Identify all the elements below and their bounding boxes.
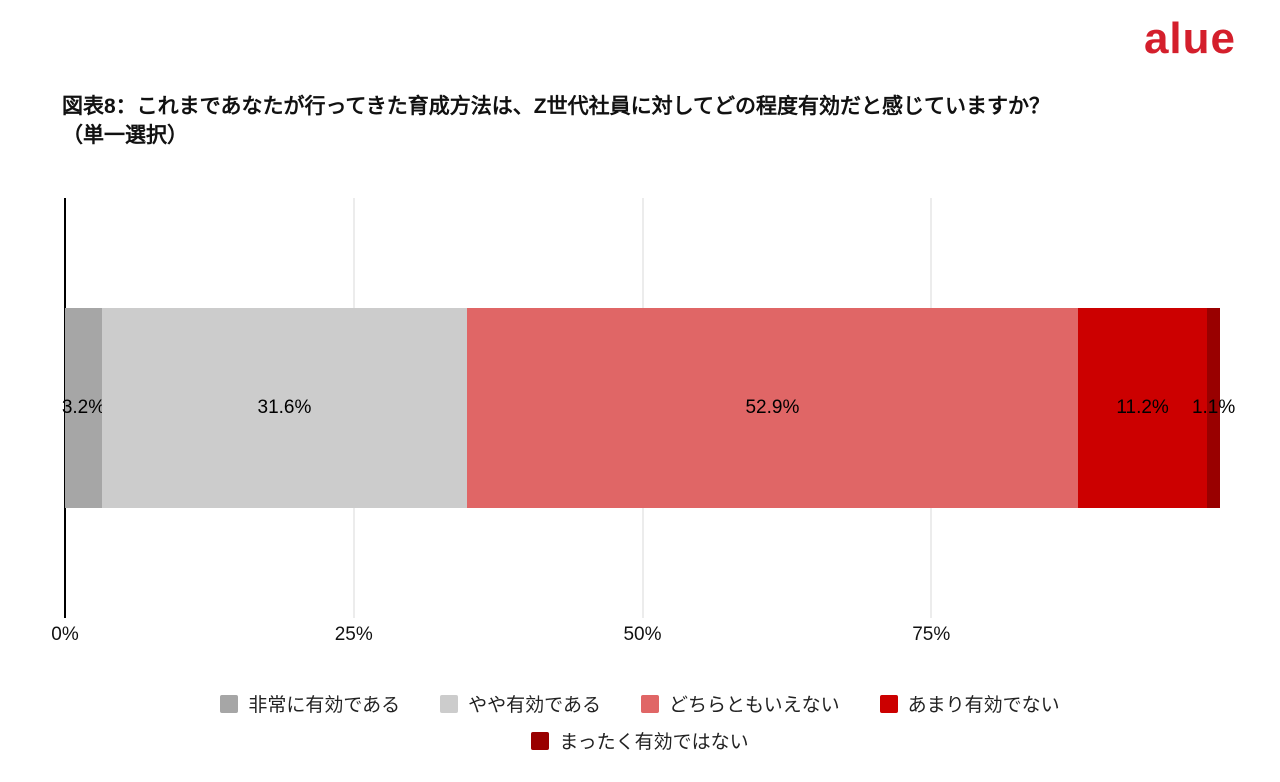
legend-swatch-icon <box>220 694 239 713</box>
legend-swatch-icon <box>879 694 898 713</box>
x-axis: 0% 25% 50% 75% <box>51 624 1220 650</box>
bar-segment-label: 52.9% <box>745 397 800 418</box>
legend-swatch-icon <box>440 694 459 713</box>
bar-segment-label: 3.2% <box>61 397 106 418</box>
legend-label: どちらともいえない <box>668 695 840 716</box>
legend-swatch-icon <box>531 731 550 750</box>
bar-segment: 31.6% <box>101 308 467 508</box>
x-axis-tick: 50% <box>623 624 662 645</box>
legend-item: あまり有効でない <box>879 690 1060 717</box>
legend-item: 非常に有効である <box>220 690 400 717</box>
legend-row: 非常に有効である やや有効である どちらともいえない あまり有効でない <box>0 690 1280 717</box>
bar-segment: 11.2% <box>1077 308 1208 508</box>
alue-logo: alue <box>1143 14 1236 63</box>
legend-item: やや有効である <box>440 690 601 717</box>
legend-item: まったく有効ではない <box>531 727 749 754</box>
legend-swatch-icon <box>640 694 659 713</box>
bar-segment-label: 31.6% <box>257 397 312 418</box>
chart-title-line1: 図表8：これまであなたが行ってきた育成方法は、Z世代社員に対してどの程度有効だと… <box>62 95 1050 118</box>
x-axis-tick: 0% <box>51 624 79 645</box>
bar-segment: 1.1% <box>1192 308 1235 508</box>
stacked-bar: 3.2% 31.6% 52.9% 11.2% 1.1% <box>61 308 1235 508</box>
x-axis-tick: 25% <box>334 624 373 645</box>
legend-label: やや有効である <box>468 695 601 716</box>
chart-title-line2: （単一選択） <box>62 124 188 148</box>
legend-label: 非常に有効である <box>248 695 401 716</box>
x-axis-tick: 75% <box>912 624 951 645</box>
legend: 非常に有効である やや有効である どちらともいえない あまり有効でないまったく有効では… <box>0 690 1280 764</box>
legend-label: まったく有効ではない <box>559 732 749 753</box>
legend-row: まったく有効ではない <box>0 727 1280 754</box>
bar-segment-label: 1.1% <box>1191 397 1236 418</box>
plot-area: 3.2% 31.6% 52.9% 11.2% 1.1% <box>61 198 1235 618</box>
bar-segment: 3.2% <box>61 308 106 508</box>
bar-segment-label: 11.2% <box>1116 397 1169 418</box>
bar-segment: 52.9% <box>466 308 1078 508</box>
chart-title: 図表8：これまであなたが行ってきた育成方法は、Z世代社員に対してどの程度有効だと… <box>62 92 1220 151</box>
legend-label: あまり有効でない <box>907 695 1060 716</box>
legend-item: どちらともいえない <box>640 690 840 717</box>
